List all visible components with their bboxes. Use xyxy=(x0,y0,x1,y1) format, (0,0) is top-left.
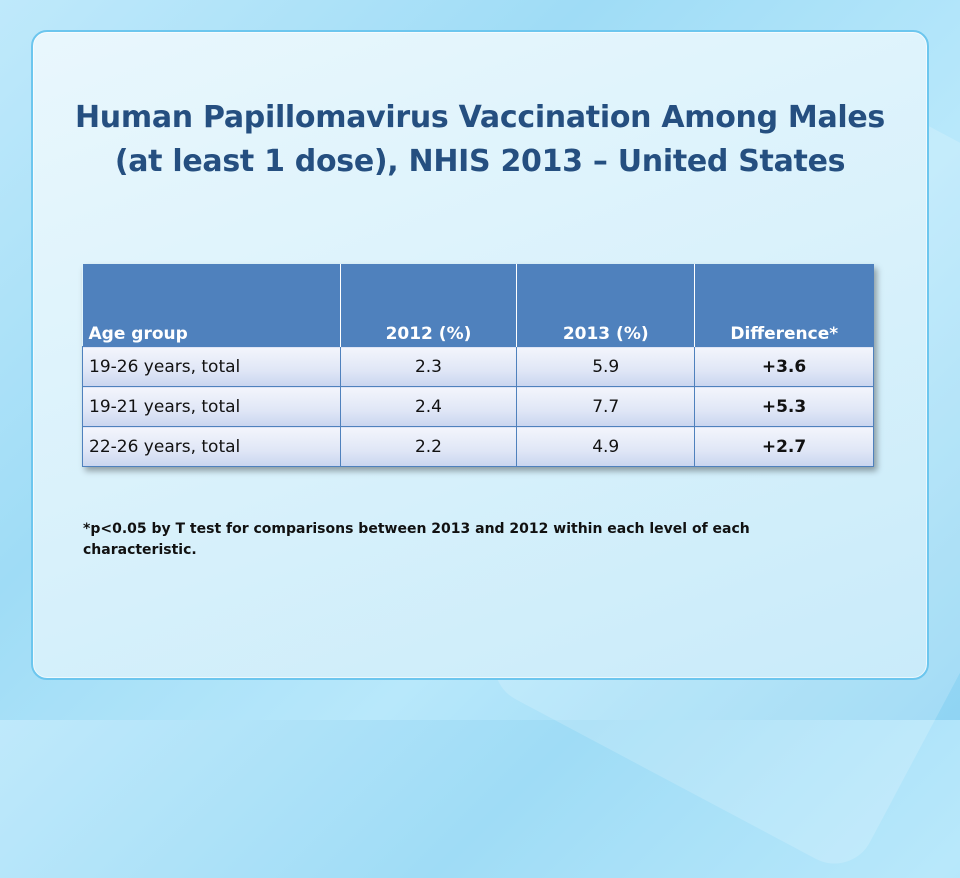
table-row: 19-21 years, total 2.4 7.7 +5.3 xyxy=(82,386,874,427)
cell-2013: 7.7 xyxy=(516,386,696,427)
footnote-line-1: *p<0.05 by T test for comparisons betwee… xyxy=(83,521,750,537)
header-2012: 2012 (%) xyxy=(340,264,518,347)
table-row: 19-26 years, total 2.3 5.9 +3.6 xyxy=(82,346,874,387)
cell-difference: +2.7 xyxy=(694,426,874,467)
cell-age-group: 19-21 years, total xyxy=(82,386,341,427)
table-header-row: Age group 2012 (%) 2013 (%) Difference* xyxy=(82,264,874,347)
cell-2012: 2.3 xyxy=(339,346,518,387)
cell-difference: +3.6 xyxy=(694,346,874,387)
cell-2012: 2.2 xyxy=(339,426,518,467)
slide-title-line-2: (at least 1 dose), NHIS 2013 – United St… xyxy=(114,144,846,179)
slide-title-line-1: Human Papillomavirus Vaccination Among M… xyxy=(75,100,885,135)
header-age-group: Age group xyxy=(82,264,341,347)
footnote-line-2: characteristic. xyxy=(83,542,197,558)
header-difference: Difference* xyxy=(694,264,874,347)
header-2013: 2013 (%) xyxy=(516,264,696,347)
cell-age-group: 19-26 years, total xyxy=(82,346,341,387)
footnote: *p<0.05 by T test for comparisons betwee… xyxy=(83,519,843,561)
slide-title: Human Papillomavirus Vaccination Among M… xyxy=(0,96,960,184)
vaccination-table: Age group 2012 (%) 2013 (%) Difference* … xyxy=(82,264,874,467)
cell-2013: 5.9 xyxy=(516,346,696,387)
cell-2013: 4.9 xyxy=(516,426,696,467)
cell-difference: +5.3 xyxy=(694,386,874,427)
table-row: 22-26 years, total 2.2 4.9 +2.7 xyxy=(82,426,874,467)
cell-age-group: 22-26 years, total xyxy=(82,426,341,467)
cell-2012: 2.4 xyxy=(339,386,518,427)
